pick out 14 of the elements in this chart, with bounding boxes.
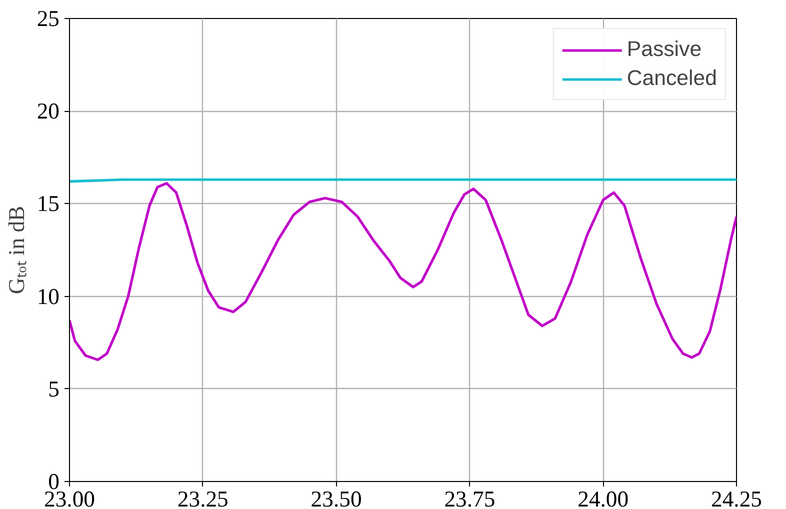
y-tick-label: 15 — [36, 191, 60, 216]
x-tick-label: 24.25 — [711, 486, 762, 509]
x-tick-label: 23.25 — [177, 486, 228, 509]
y-tick-label: 10 — [36, 284, 60, 309]
x-tick-label: 23.50 — [310, 486, 362, 509]
x-tick-label: 24.00 — [578, 486, 629, 509]
y-tick-label: 20 — [36, 98, 60, 124]
y-axis-title: Gₜₒₜ in dB — [4, 206, 29, 294]
line-series — [70, 182, 736, 362]
y-tick-label: 5 — [48, 376, 60, 402]
legend-label: Passive — [626, 37, 702, 62]
y-tick-label: 25 — [36, 6, 60, 31]
legend-label: Canceled — [626, 66, 717, 91]
x-tick-label: 23.75 — [444, 486, 496, 509]
